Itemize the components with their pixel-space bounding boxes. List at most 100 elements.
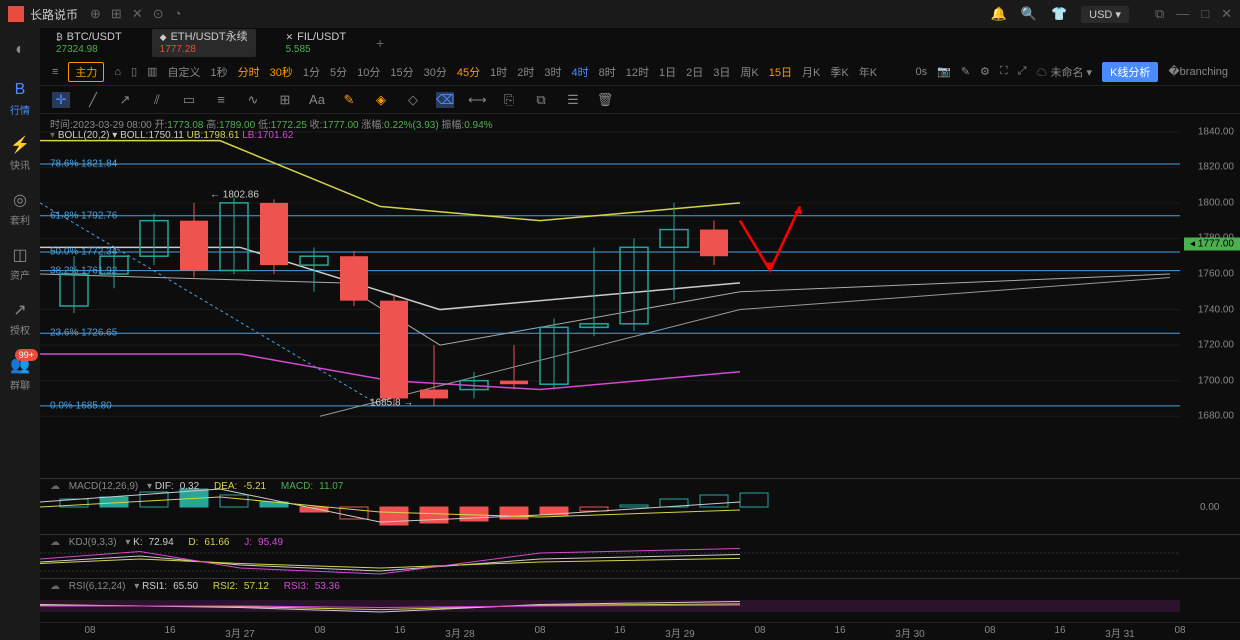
trash-tool[interactable]: 🗑 — [596, 92, 614, 108]
list-tool[interactable]: ☰ — [564, 92, 582, 108]
symbol-tabs: ₿ BTC/USDT27324.98 ◆ ETH/USDT永续1777.28 ✕ F… — [40, 28, 1240, 58]
window-close[interactable]: ✕ — [1221, 6, 1232, 22]
share-icon[interactable]: �branching — [1168, 65, 1228, 78]
sidebar-item-5[interactable]: ↗授权 — [10, 300, 30, 337]
icon-house[interactable]: ⌂ — [114, 66, 121, 78]
add-tab-button[interactable]: + — [376, 35, 384, 51]
timeframe-12时[interactable]: 12时 — [626, 64, 649, 80]
timeframe-10分[interactable]: 10分 — [357, 64, 380, 80]
tb-icon-4[interactable]: ⊙ — [153, 6, 164, 22]
text-tool[interactable]: Aa — [308, 92, 326, 107]
settings-icon[interactable]: ⚙ — [980, 65, 990, 78]
price-chart[interactable]: 时间:2023-03-29 08:00 开:1773.08 高:1789.00 … — [40, 114, 1240, 478]
window-maximize[interactable]: □ — [1201, 6, 1209, 22]
timeframe-15分[interactable]: 15分 — [390, 64, 413, 80]
eraser-tool[interactable]: ◇ — [404, 92, 422, 108]
copy-tool[interactable]: ⎘ — [500, 92, 518, 108]
titlebar-right-icons: 🔔 🔍 👕 USD ▾ ⧉ — □ ✕ — [991, 6, 1232, 23]
timeframe-2日[interactable]: 2日 — [686, 64, 703, 80]
timeframe-1时[interactable]: 1时 — [490, 64, 507, 80]
line-tool[interactable]: ╱ — [84, 92, 102, 108]
zero-s[interactable]: 0s — [915, 66, 927, 78]
timeframe-2时[interactable]: 2时 — [517, 64, 534, 80]
tab-1[interactable]: ◆ ETH/USDT永续1777.28 — [152, 29, 256, 56]
timeframe-bar: ≡ 主力 ⌂ ▯ ▥ 自定义 1秒分时 30秒 1分 5分 10分 15分 30分 45分 1时… — [40, 58, 1240, 86]
parallel-tool[interactable]: ⫽ — [148, 92, 166, 108]
search-icon[interactable]: 🔍 — [1021, 6, 1037, 22]
sidebar-item-2[interactable]: ⚡快讯 — [10, 135, 30, 172]
main-indicator-button[interactable]: 主力 — [68, 62, 104, 82]
fib-label: 50.0% 1772.34 — [50, 247, 117, 258]
sidebar-item-1[interactable]: B行情 — [10, 80, 30, 117]
sidebar-item-3[interactable]: ◎套利 — [10, 190, 30, 227]
edit-icon[interactable]: ✎ — [961, 65, 970, 78]
timeframe-15日[interactable]: 15日 — [769, 64, 792, 80]
timeframe-4时[interactable]: 4时 — [572, 64, 589, 80]
timeframe-1秒[interactable]: 1秒 — [211, 64, 228, 80]
camera-icon[interactable]: 📷 — [937, 65, 951, 78]
macd-panel[interactable]: ☁ MACD(12,26,9) ▾ DIF:0.32 DEA:-5.21 MAC… — [40, 478, 1240, 534]
timeframe-3日[interactable]: 3日 — [713, 64, 730, 80]
sidebar-item-4[interactable]: ◫资产 — [10, 245, 30, 282]
fib-label: 61.8% 1792.76 — [50, 210, 117, 221]
icon-bars[interactable]: ▥ — [147, 65, 157, 78]
rsi-title: ☁ RSI(6,12,24) ▾ RSI1:65.50 RSI2:57.12 R… — [50, 581, 352, 592]
timeframe-5分[interactable]: 5分 — [330, 64, 347, 80]
timeframe-月K[interactable]: 月K — [802, 64, 820, 80]
menu-icon[interactable]: ≡ — [52, 66, 58, 78]
fib-label: 0.0% 1685.80 — [50, 400, 112, 411]
x-axis: 08163月 2708163月 2808163月 2908163月 300816… — [40, 622, 1240, 640]
tab-0[interactable]: ₿ BTC/USDT27324.98 — [50, 31, 128, 54]
timeframe-1分[interactable]: 1分 — [303, 64, 320, 80]
fullscreen-icon[interactable]: ⛶ — [1000, 65, 1008, 78]
timeframe-30秒[interactable]: 30秒 — [270, 64, 293, 80]
tb-icon-3[interactable]: ✕ — [132, 6, 143, 22]
timeframe-3时[interactable]: 3时 — [544, 64, 561, 80]
horiz-tool[interactable]: ≡ — [212, 92, 230, 107]
titlebar-left-icons: ⊕ ⊞ ✕ ⊙ ◔ — [90, 6, 181, 22]
bell-icon[interactable]: 🔔 — [991, 6, 1007, 22]
timeframe-8时[interactable]: 8时 — [599, 64, 616, 80]
wave-tool[interactable]: ∿ — [244, 92, 262, 108]
kdj-panel[interactable]: ☁ KDJ(9,3,3) ▾ K:72.94 D:61.66 J:95.49 — [40, 534, 1240, 578]
rsi-panel[interactable]: ☁ RSI(6,12,24) ▾ RSI1:65.50 RSI2:57.12 R… — [40, 578, 1240, 622]
current-price-tag: ◂ 1777.00 — [1184, 237, 1240, 250]
rect-tool[interactable]: ▭ — [180, 92, 198, 108]
window-minimize[interactable]: — — [1176, 6, 1189, 22]
timeframe-1日[interactable]: 1日 — [659, 64, 676, 80]
timeframe-季K[interactable]: 季K — [830, 64, 848, 80]
chart-svg: ← 1802.861685.8 → — [40, 114, 1240, 434]
tb-icon-2[interactable]: ⊞ — [111, 6, 122, 22]
currency-selector[interactable]: USD ▾ — [1081, 6, 1129, 23]
icon-candle[interactable]: ▯ — [131, 65, 137, 78]
trend-tool[interactable]: ↗ — [116, 92, 134, 108]
tb-icon-5[interactable]: ◔ — [174, 6, 182, 22]
magnet-tool[interactable]: ⌫ — [436, 92, 454, 108]
ruler-tool[interactable]: ⟷ — [468, 92, 486, 108]
custom-button[interactable]: 自定义 — [168, 64, 201, 80]
popout-icon[interactable]: ⧉ — [1155, 6, 1164, 22]
cursor-tool[interactable]: ✛ — [52, 92, 70, 108]
fib-label: 38.2% 1761.92 — [50, 265, 117, 276]
shirt-icon[interactable]: 👕 — [1051, 6, 1067, 22]
y-axis: 1840.001820.001800.001780.001760.001740.… — [1184, 114, 1240, 478]
timeframe-分时[interactable]: 分时 — [238, 64, 260, 80]
layers-tool[interactable]: ⧉ — [532, 92, 550, 108]
timeframe-30分[interactable]: 30分 — [424, 64, 447, 80]
marker-tool[interactable]: ◈ — [372, 92, 390, 108]
plus-tool[interactable]: ⊞ — [276, 92, 294, 108]
unnamed-dropdown[interactable]: ☁ 未命名 ▾ — [1036, 64, 1092, 80]
timeframe-45分[interactable]: 45分 — [457, 64, 480, 80]
expand-icon[interactable]: ⤢ — [1018, 65, 1027, 78]
sidebar-item-0[interactable]: ◐ — [10, 40, 30, 62]
tb-icon-1[interactable]: ⊕ — [90, 6, 101, 22]
main-area: ₿ BTC/USDT27324.98 ◆ ETH/USDT永续1777.28 ✕ F… — [40, 28, 1240, 640]
drawing-toolbar: ✛ ╱ ↗ ⫽ ▭ ≡ ∿ ⊞ Aa ✎ ◈ ◇ ⌫ ⟷ ⎘ ⧉ ☰ 🗑 — [40, 86, 1240, 114]
brush-tool[interactable]: ✎ — [340, 92, 358, 108]
tab-2[interactable]: ✕ FIL/USDT5.585 — [280, 31, 352, 54]
timeframe-周K[interactable]: 周K — [740, 64, 758, 80]
kline-analysis-button[interactable]: K线分析 — [1102, 62, 1158, 82]
svg-text:0.00: 0.00 — [1200, 502, 1220, 513]
sidebar-item-6[interactable]: 👥群聊99+ — [10, 355, 30, 392]
timeframe-年K[interactable]: 年K — [859, 64, 877, 80]
